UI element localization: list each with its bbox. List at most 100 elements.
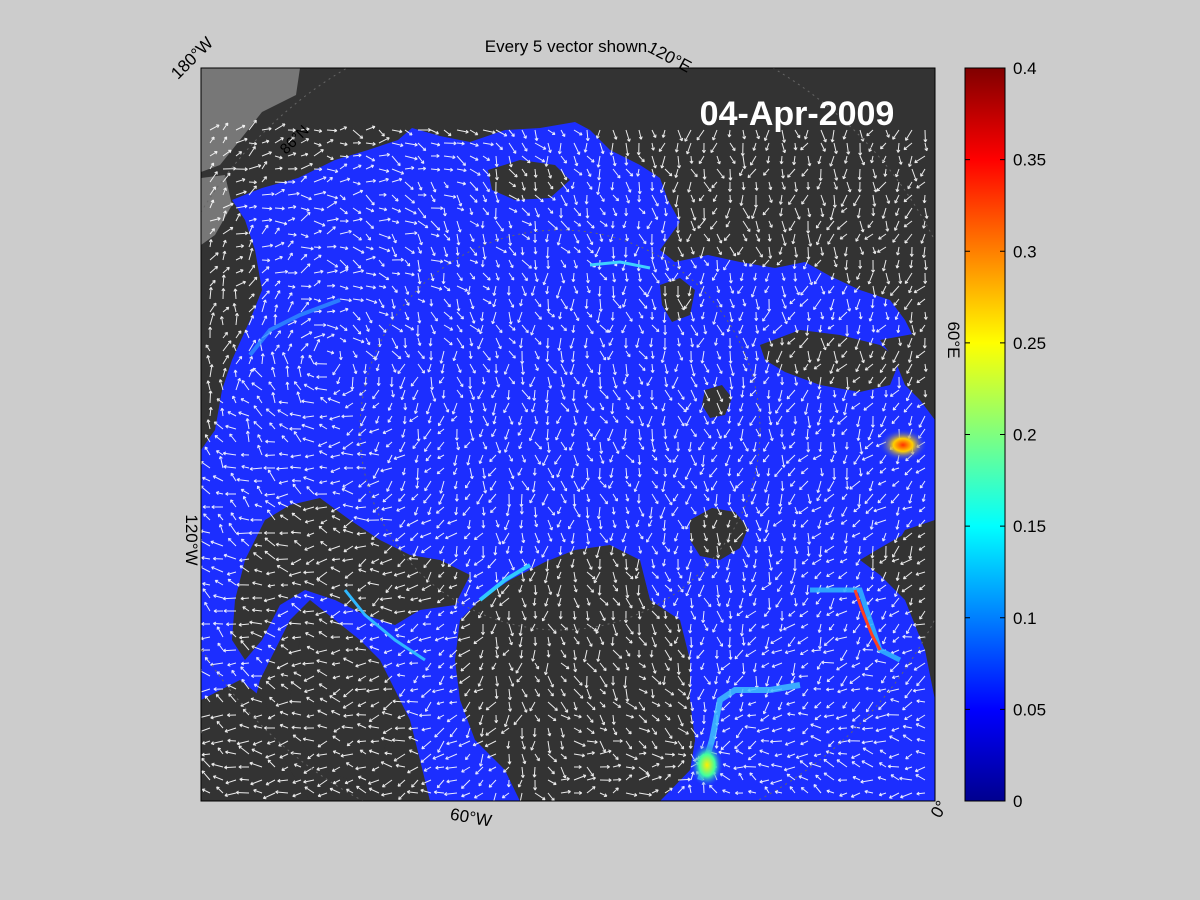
drift-vector <box>697 688 705 701</box>
drift-vector <box>844 441 849 450</box>
drift-vector <box>699 272 705 285</box>
drift-vector <box>742 337 749 349</box>
drift-vector <box>560 402 570 412</box>
drift-vector <box>405 584 419 592</box>
drift-vector <box>878 792 887 797</box>
drift-vector <box>716 610 724 623</box>
drift-vector <box>452 350 458 362</box>
drift-vector <box>586 740 598 744</box>
drift-vector <box>224 792 237 797</box>
drift-vector <box>851 701 861 713</box>
drift-vector <box>456 220 462 233</box>
drift-vector <box>690 363 696 377</box>
drift-vector <box>456 285 469 292</box>
drift-vector <box>797 636 809 645</box>
drift-vector <box>430 259 444 264</box>
drift-vector <box>638 766 650 775</box>
drift-vector <box>326 139 334 144</box>
drift-vector <box>674 610 679 620</box>
drift-vector <box>319 480 328 485</box>
drift-vector <box>755 324 760 334</box>
drift-vector <box>768 428 774 442</box>
drift-vector <box>755 220 761 233</box>
drift-vector <box>302 737 315 742</box>
drift-vector <box>807 493 812 505</box>
drift-vector <box>430 285 443 291</box>
drift-vector <box>739 194 744 207</box>
drift-vector <box>560 324 567 332</box>
drift-vector <box>313 245 322 250</box>
drift-vector <box>534 688 540 697</box>
drift-vector <box>776 259 783 266</box>
drift-vector <box>767 597 772 611</box>
drift-vector <box>222 354 229 365</box>
drift-vector <box>254 543 263 548</box>
drift-vector <box>609 467 614 479</box>
drift-vector <box>875 714 887 720</box>
franz-josef-land <box>702 385 732 418</box>
drift-vector <box>280 683 289 690</box>
drift-vector <box>727 493 732 506</box>
drift-vector <box>264 550 276 560</box>
drift-vector <box>677 324 685 336</box>
drift-vector <box>861 760 874 768</box>
drift-vector <box>531 480 536 493</box>
drift-vector <box>225 424 237 430</box>
drift-vector <box>277 501 289 508</box>
drift-vector <box>729 246 737 257</box>
drift-vector <box>491 428 497 438</box>
drift-vector <box>482 129 496 135</box>
drift-vector <box>209 136 215 144</box>
drift-vector <box>316 578 328 586</box>
drift-vector <box>833 142 838 155</box>
drift-vector <box>508 701 512 712</box>
drift-vector <box>477 675 484 687</box>
drift-vector <box>742 519 749 533</box>
drift-vector <box>825 727 835 734</box>
drift-vector <box>870 415 875 428</box>
drift-vector <box>767 298 772 312</box>
drift-vector <box>892 545 900 558</box>
drift-vector <box>261 151 272 157</box>
drift-vector <box>508 324 516 331</box>
drift-vector <box>508 337 516 344</box>
drift-vector <box>534 207 540 218</box>
lon-label-120W: 120°W <box>182 514 201 565</box>
drift-vector <box>392 699 406 704</box>
drift-vector <box>371 493 380 498</box>
drift-vector <box>265 779 276 786</box>
drift-vector <box>355 662 367 668</box>
drift-vector <box>664 272 672 283</box>
drift-vector <box>687 784 692 794</box>
drift-vector <box>798 674 809 679</box>
drift-vector <box>417 142 427 152</box>
drift-vector <box>556 584 562 597</box>
drift-vector <box>726 532 731 543</box>
drift-vector <box>852 714 861 722</box>
drift-vector <box>480 624 485 635</box>
drift-vector <box>598 519 603 530</box>
drift-vector <box>817 623 822 633</box>
drift-vector <box>529 701 536 712</box>
drift-vector <box>424 480 432 492</box>
drift-vector <box>621 441 627 450</box>
drift-vector <box>249 620 263 625</box>
drift-vector <box>443 285 451 292</box>
drift-vector <box>488 766 497 772</box>
drift-vector <box>387 415 393 423</box>
drift-vector <box>365 324 370 332</box>
drift-vector <box>343 519 354 529</box>
drift-vector <box>365 311 373 324</box>
drift-vector <box>227 713 237 718</box>
drift-vector <box>556 233 562 246</box>
drift-vector <box>689 546 693 554</box>
drift-vector <box>253 724 263 729</box>
drift-vector <box>383 532 393 537</box>
drift-vector <box>378 285 387 289</box>
drift-vector <box>202 588 211 599</box>
drift-vector <box>794 506 799 515</box>
drift-vector <box>534 441 542 450</box>
drift-vector <box>895 506 900 516</box>
drift-vector <box>534 311 542 320</box>
drift-vector <box>660 155 666 169</box>
